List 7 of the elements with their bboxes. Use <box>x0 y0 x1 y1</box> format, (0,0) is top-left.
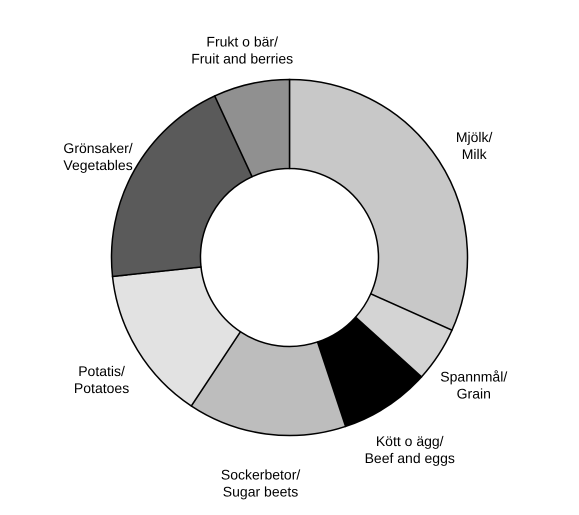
slice-label: Potatis/Potatoes <box>74 362 130 396</box>
slice-label: Mjölk/Milk <box>456 128 493 162</box>
slice-label: Grönsaker/Vegetables <box>63 140 133 174</box>
slice-label: Kött o ägg/Beef and eggs <box>364 432 455 466</box>
slice-label: Sockerbetor/Sugar beets <box>220 466 300 500</box>
slice-label: Frukt o bär/Fruit and berries <box>191 34 294 67</box>
slice-label: Spannmål/Grain <box>440 368 508 402</box>
